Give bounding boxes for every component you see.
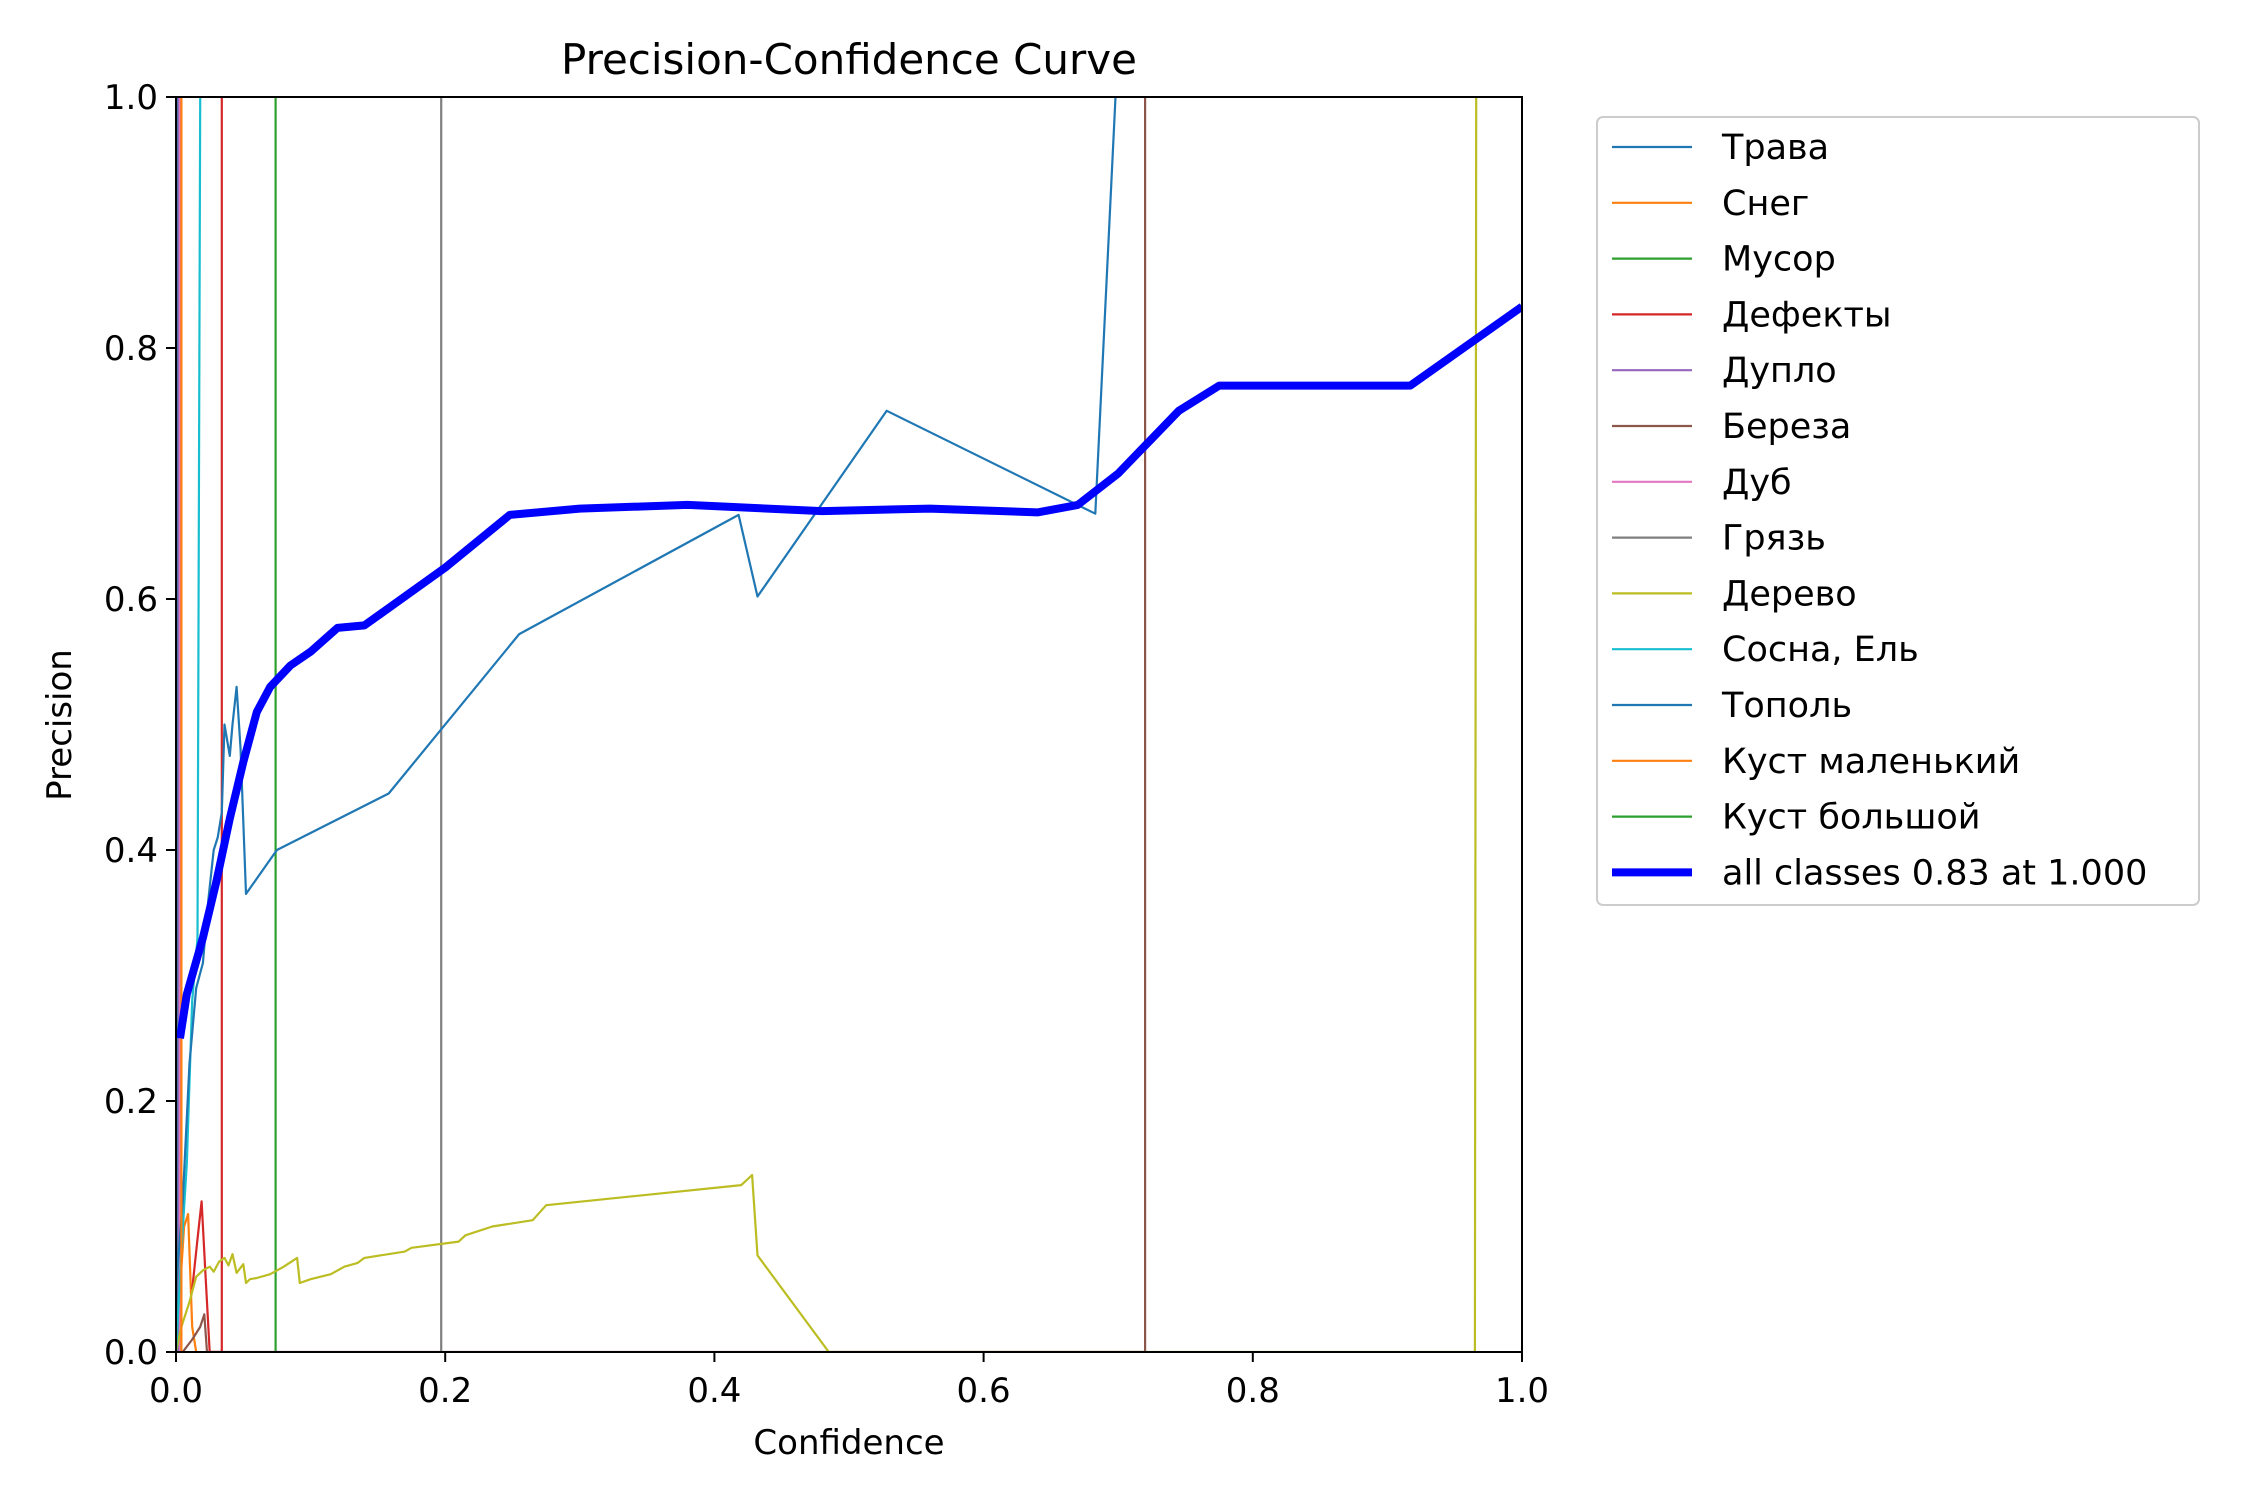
legend-label-5: Береза (1722, 407, 1851, 447)
y-tick-label: 0.2 (104, 1082, 158, 1122)
x-axis-label: Confidence (753, 1423, 944, 1463)
legend-label-0: Трава (1721, 128, 1829, 168)
x-tick-label: 0.0 (149, 1371, 203, 1411)
legend-frame (1596, 116, 2200, 906)
x-tick-label: 1.0 (1495, 1371, 1549, 1411)
legend-label-11: Куст маленький (1722, 742, 2020, 782)
series-line-10 (176, 97, 1117, 1290)
legend-label-9: Сосна, Ель (1722, 630, 1919, 670)
legend-label-12: Куст большой (1722, 798, 1981, 838)
legend-label-10: Тополь (1721, 686, 1852, 726)
chart-title: Precision-Confidence Curve (561, 35, 1137, 84)
legend-label-3: Дефекты (1722, 295, 1892, 335)
x-tick-label: 0.4 (687, 1371, 741, 1411)
y-tick-label: 0.6 (104, 580, 158, 620)
legend-label-13: all classes 0.83 at 1.000 (1722, 853, 2147, 893)
y-tick-label: 0.8 (104, 329, 158, 369)
x-tick-label: 0.8 (1226, 1371, 1280, 1411)
legend-label-8: Дерево (1722, 574, 1857, 614)
series-line-3 (191, 97, 223, 1352)
legend-label-6: Дуб (1722, 463, 1792, 503)
legend: Трава Снег Мусор Дефекты Дупло Береза Дуб Грязь… (1596, 116, 2200, 906)
legend-label-7: Грязь (1722, 519, 1826, 559)
y-tick-label: 1.0 (104, 78, 158, 118)
y-axis-label: Precision (40, 649, 80, 801)
series-line-8 (176, 97, 1478, 1352)
legend-label-1: Снег (1722, 184, 1809, 224)
legend-label-4: Дупло (1722, 351, 1837, 391)
series-line-13 (176, 303, 1522, 1039)
y-tick-label: 0.4 (104, 831, 158, 871)
x-tick-label: 0.2 (418, 1371, 472, 1411)
y-tick-label: 0.0 (104, 1333, 158, 1373)
series-line-5 (181, 97, 1147, 1352)
plot-frame (175, 96, 1523, 1353)
x-tick-label: 0.6 (957, 1371, 1011, 1411)
legend-label-2: Мусор (1722, 240, 1836, 280)
